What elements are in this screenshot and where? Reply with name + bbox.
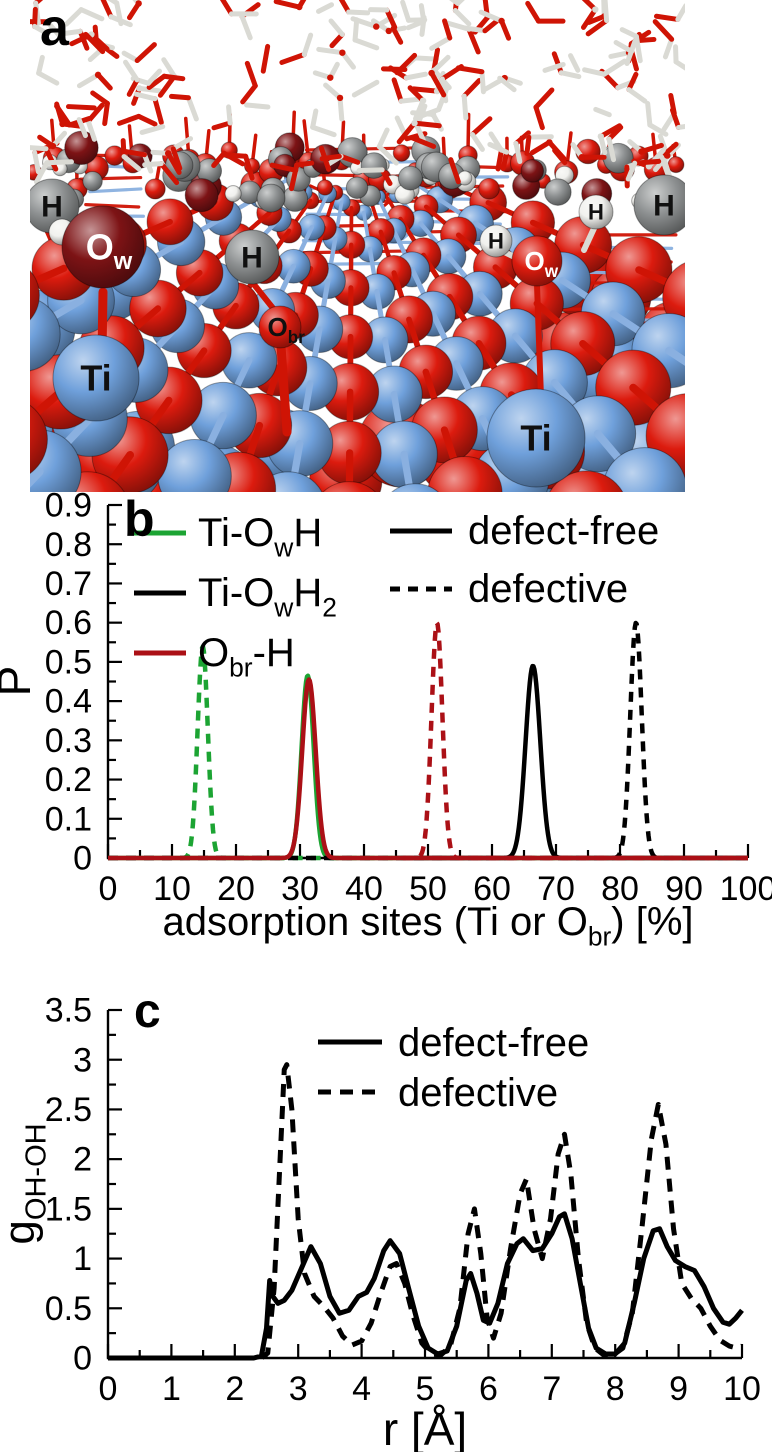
panel-c-chart-xtick-label: 1 xyxy=(162,1370,181,1408)
panel-b-chart-legend-label-1: Ti-OwH2 xyxy=(198,571,337,622)
panel-b-chart-ytick-label: 0 xyxy=(73,840,92,878)
panel-a-molecular-snapshot: H Ow H Obr Ti H Ow H Ti H xyxy=(30,0,685,492)
panel-a-label: a xyxy=(40,0,69,57)
panel-c-chart-ytick-label: 2.5 xyxy=(45,1091,92,1129)
panel-c-chart-ytick-label: 1 xyxy=(73,1240,92,1278)
panel-c-chart-series-defective xyxy=(108,1062,743,1361)
panel-b-adsorption-histogram: 0 10 20 30 40 50 60 70 80 90 10000.10.20.30.40.50.… xyxy=(0,487,772,952)
panel-b-chart-xtick-label: 60 xyxy=(473,870,511,908)
atom-symbol-h: H xyxy=(41,191,63,224)
labeled-atom-h: H xyxy=(479,224,513,258)
panel-c-chart-xtick-label: 3 xyxy=(289,1370,308,1408)
panel-b-chart-series-ti-owh2-defect-free xyxy=(401,663,750,861)
panel-b-chart-series-obr-h-defect-free xyxy=(106,677,750,861)
panel-b-chart-y-axis-title: P xyxy=(0,666,40,697)
panel-b-chart-legend-label-4: defective xyxy=(468,567,628,611)
labeled-atom-h: H xyxy=(633,174,685,236)
panel-c-chart-xtick-label: 4 xyxy=(352,1370,371,1408)
panel-c-rdf-plot: 0 1 2 3 4 5 6 7 8 9 10 0 0.5 1 1.5 2 2.5 3 3.5 r [Å] gOH-OH d… xyxy=(0,992,761,1452)
panel-c-chart-series-defect-free xyxy=(108,1211,744,1361)
panel-c-chart-xtick-label: 9 xyxy=(669,1370,688,1408)
panel-b-chart-xtick-label: 40 xyxy=(345,870,383,908)
labeled-atom-obr: Obr xyxy=(258,305,306,349)
panel-c-chart-ytick-label: 0.5 xyxy=(45,1290,92,1328)
panel-b-chart-ytick-label: 0.6 xyxy=(45,604,92,642)
panel-c-chart-xtick-label: 6 xyxy=(479,1370,498,1408)
panel-c-chart-legend-label-0: defect-free xyxy=(398,1021,589,1065)
labeled-atom-h: H xyxy=(224,229,280,285)
panel-b-chart-xtick-label: 50 xyxy=(409,870,447,908)
panel-b-chart-legend: Ti-OwH Ti-OwH2 Obr-H defect-free defective xyxy=(134,509,659,682)
panel-c-chart-ytick-label: 2 xyxy=(73,1141,92,1179)
panel-b-chart-ytick-label: 0.5 xyxy=(45,643,92,681)
panel-b-chart-xtick-label: 20 xyxy=(217,870,255,908)
panel-b-chart-xtick-label: 80 xyxy=(601,870,639,908)
atom-symbol-h: H xyxy=(588,200,604,225)
panel-c-chart-series xyxy=(108,1062,744,1361)
panel-c-chart-ytick-label: 3.5 xyxy=(45,992,92,1030)
panel-b-chart-ytick-label: 0.1 xyxy=(45,800,92,838)
panel-c-chart-xtick-label: 0 xyxy=(99,1370,118,1408)
atom-symbol-ti: Ti xyxy=(520,418,551,459)
panel-b-label: b xyxy=(124,491,155,547)
panel-b-chart-series-ti-owh-defective xyxy=(106,644,750,861)
panel-c-chart-xtick-label: 8 xyxy=(606,1370,625,1408)
panel-b-chart-series xyxy=(106,620,750,861)
panel-c-chart-xtick-label: 5 xyxy=(416,1370,435,1408)
panel-b-chart-ytick-label: 0.9 xyxy=(45,487,92,525)
labeled-atom-ow: Ow xyxy=(61,205,145,289)
panel-b-chart-series-obr-h-defective xyxy=(401,620,750,861)
atom-symbol-obr: Obr xyxy=(268,312,306,347)
atom-symbol-ow: Ow xyxy=(86,227,133,275)
panel-b-chart-ytick-label: 0.7 xyxy=(45,565,92,603)
panel-b-chart-xtick-label: 70 xyxy=(537,870,575,908)
labeled-atom-ti: Ti xyxy=(486,388,586,488)
panel-b-chart-series-ti-owh-defect-free xyxy=(106,673,750,861)
panel-c-chart-ytick-label: 3 xyxy=(73,1041,92,1079)
labeled-atom-ow: Ow xyxy=(511,235,563,287)
panel-b-chart-ytick-label: 0.8 xyxy=(45,526,92,564)
panel-b-chart-ytick-label: 0.2 xyxy=(45,761,92,799)
panel-b-chart-legend-label-2: Obr-H xyxy=(198,631,295,682)
panel-b-chart-axes: 0 10 20 30 40 50 60 70 80 90 10000.10.20.30.40.50.… xyxy=(45,487,772,908)
panel-b-chart-xtick-label: 0 xyxy=(99,870,118,908)
panel-b-chart-xtick-label: 100 xyxy=(720,870,772,908)
panel-b-chart-legend-label-0: Ti-OwH xyxy=(198,511,322,562)
atom-symbol-h: H xyxy=(488,229,504,254)
panel-b-chart-xtick-label: 90 xyxy=(665,870,703,908)
panel-b-chart-legend-label-3: defect-free xyxy=(468,509,659,553)
panel-c-chart-legend: defect-free defective xyxy=(318,1021,589,1115)
panel-c-chart-xtick-label: 2 xyxy=(225,1370,244,1408)
panel-a-scene: H Ow H Obr Ti H Ow H Ti H xyxy=(30,0,685,492)
atom-symbol-h: H xyxy=(653,190,675,223)
panel-c-chart-ytick-label: 0 xyxy=(73,1340,92,1378)
panel-b-chart-xtick-label: 10 xyxy=(153,870,191,908)
panel-b-chart-x-axis-title: adsorption sites (Ti or Obr) [%] xyxy=(162,900,693,951)
labeled-atom-ti: Ti xyxy=(52,334,140,422)
panel-c-chart-legend-label-1: defective xyxy=(398,1071,558,1115)
panel-c-chart-axes: 0 1 2 3 4 5 6 7 8 9 10 0 0.5 1 1.5 2 2.5 3 3.5 xyxy=(45,992,761,1408)
water-layer xyxy=(30,0,685,192)
atom-symbol-h: H xyxy=(241,242,263,275)
panel-c-chart-y-axis-title: gOH-OH xyxy=(0,1123,52,1244)
panel-b-chart-xtick-label: 30 xyxy=(281,870,319,908)
atom-symbol-ow: Ow xyxy=(525,246,559,281)
labeled-atom-h: H xyxy=(578,194,614,230)
panel-b-chart-ytick-label: 0.3 xyxy=(45,722,92,760)
panel-c-chart-x-axis-title: r [Å] xyxy=(383,1403,467,1452)
panel-c-label: c xyxy=(134,985,161,1038)
panel-c-chart-xtick-label: 7 xyxy=(542,1370,561,1408)
panel-b-chart-ytick-label: 0.4 xyxy=(45,683,92,721)
panel-c-chart-ytick-label: 1.5 xyxy=(45,1190,92,1228)
panel-c-chart-xtick-label: 10 xyxy=(723,1370,761,1408)
atom-symbol-ti: Ti xyxy=(80,358,111,399)
